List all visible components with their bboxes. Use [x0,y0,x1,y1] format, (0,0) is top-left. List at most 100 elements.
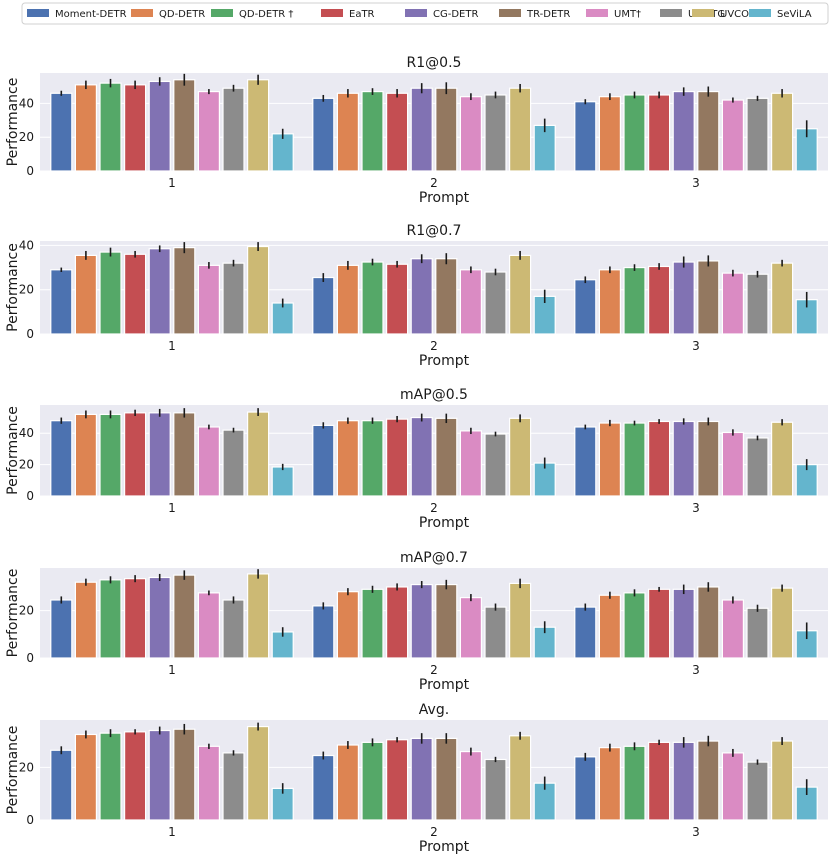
legend: Moment-DETR QD-DETR QD-DETR † EaTR CG-DETR TR… [21,2,829,25]
bar [247,411,270,497]
bar [173,79,196,172]
bar [74,413,98,497]
y-tick-label: 0 [26,327,34,341]
bar [50,749,73,821]
legend-label: QD-DETR † [239,9,293,20]
x-tick-label: 2 [430,176,438,190]
bar [770,587,794,659]
legend-swatch [405,9,427,17]
legend-label: QD-DETR [159,9,205,20]
bar [435,417,458,497]
y-tick-label: 40 [19,426,34,440]
x-tick-label: 1 [168,663,176,677]
bar [574,426,597,497]
bar [197,90,220,172]
panel-title: R1@0.7 [407,223,462,239]
bar [598,747,622,821]
bar [746,761,769,821]
bar [623,745,646,821]
bar [746,97,769,172]
bar [697,90,720,172]
legend-swatch [749,9,771,17]
legend-item: Moment-DETR [27,9,127,20]
legend-label: UVCOM [720,9,758,20]
bar [247,245,270,335]
bar [123,253,147,335]
chart-panel: 0 20 40 R1@0.7 Performance 1 2 3 Prompt [5,223,828,369]
bar [410,258,433,335]
bar [312,276,335,335]
bar [148,80,171,172]
bar [197,264,220,335]
legend-label: SeViLA [777,9,812,20]
legend-swatch [586,9,608,17]
panel-title: mAP@0.7 [400,550,468,566]
y-tick-label: 20 [19,283,34,297]
bar [50,92,73,172]
bar [386,739,409,821]
bar [271,133,294,172]
legend-label: CG-DETR [433,9,478,20]
bar [386,263,409,335]
bar [598,594,622,659]
legend-swatch [211,9,233,17]
bar [99,251,122,335]
bar [148,248,171,335]
x-axis-label: Prompt [419,677,470,693]
bar [574,606,597,659]
bar [721,752,745,821]
legend-item: EaTR [321,9,375,20]
bar [435,258,458,335]
x-axis-label: Prompt [419,353,470,369]
bar [148,576,171,659]
bar [361,420,384,497]
bar [459,269,482,335]
y-axis-label: Performance [5,726,21,815]
bar [50,599,73,659]
legend-swatch [660,9,682,17]
legend-item: TR-DETR [499,9,570,20]
legend-swatch [321,9,343,17]
bar [623,592,646,659]
x-axis-label: Prompt [419,839,470,855]
bar [74,84,98,172]
bar [74,254,98,335]
legend-label: Moment-DETR [55,9,127,20]
legend-item: QD-DETR † [211,9,293,20]
x-tick-label: 3 [692,176,700,190]
y-axis-label: Performance [5,78,21,167]
bar [509,735,532,821]
y-tick-label: 20 [19,760,34,774]
y-tick-label: 20 [19,130,34,144]
bar [386,92,409,172]
bar [672,261,695,335]
bar [173,412,196,497]
bar [770,740,794,821]
bar [173,728,196,821]
bar [435,737,458,821]
chart-panel: 0 20 mAP@0.7 Performance 1 2 3 Prompt [5,550,828,693]
bar [247,725,270,821]
bar [435,87,458,172]
bar [99,413,122,497]
bar [222,262,245,335]
legend-label: TR-DETR [526,9,570,20]
bar [123,412,147,497]
x-tick-label: 2 [430,339,438,353]
plot-area [40,241,828,334]
bar [623,266,646,335]
x-tick-label: 3 [692,339,700,353]
bar [770,92,794,172]
bar [50,420,73,497]
y-tick-label: 40 [19,238,34,252]
x-tick-label: 3 [692,825,700,839]
bar [197,592,220,659]
bar [721,431,745,497]
bar [410,416,433,497]
x-tick-label: 1 [168,825,176,839]
x-tick-label: 1 [168,501,176,515]
bar [509,582,532,659]
bar [74,733,98,821]
bar [459,430,482,497]
bar [459,750,482,821]
